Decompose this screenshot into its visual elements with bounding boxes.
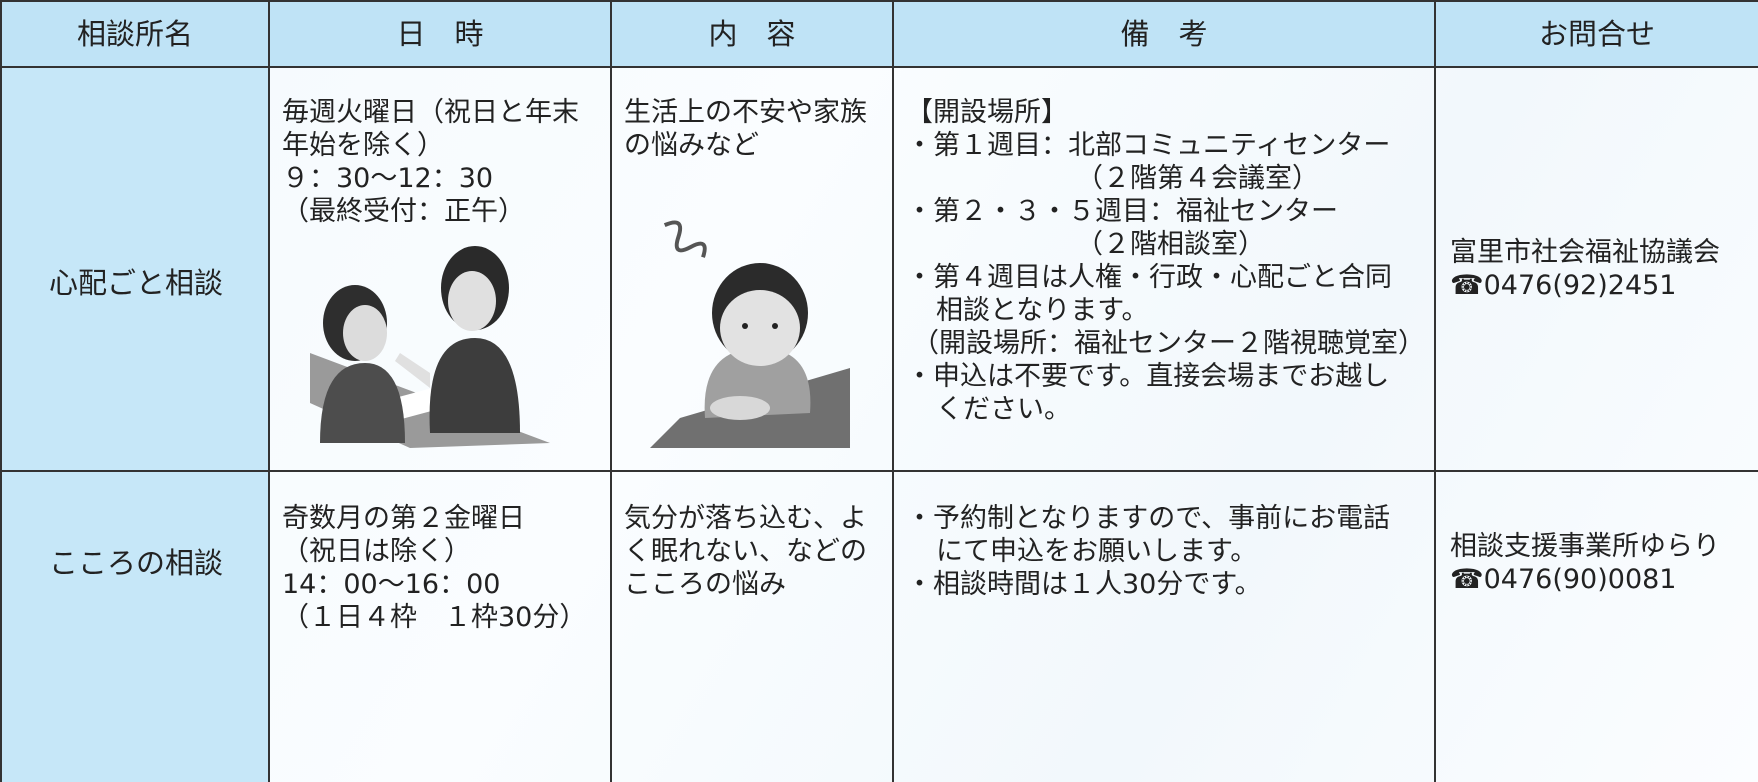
schedule-cell: 奇数月の第２金曜日 （祝日は除く） 14：00〜16：00 （１日４枠 １枠30分） bbox=[270, 472, 612, 782]
remarks-line: ・第４週目は人権・行政・心配ごと合同 bbox=[906, 262, 1392, 293]
contact-line: 相談支援事業所ゆらり bbox=[1450, 531, 1720, 562]
cell-text: 【開設場所】 ・第１週目：北部コミュニティセンター （２階第４会議室） ・第２・３・５… bbox=[906, 96, 1425, 426]
schedule-line: （１日４枠 １枠30分） bbox=[282, 602, 587, 633]
worried-person-illustration bbox=[650, 220, 850, 448]
content-cell: 気分が落ち込む、よ く眠れない、などの こころの悩み bbox=[612, 472, 894, 782]
remarks-line: 【開設場所】 bbox=[906, 97, 1068, 128]
cell-text: こころの相談 bbox=[49, 547, 223, 580]
remarks-line: （２階第４会議室） bbox=[1076, 163, 1319, 194]
remarks-line: （２階相談室） bbox=[1076, 229, 1265, 260]
cell-text: 生活上の不安や家族 の悩みなど bbox=[624, 96, 882, 162]
schedule-line: 奇数月の第２金曜日 bbox=[282, 503, 525, 534]
cell-text: 心配ごと相談 bbox=[48, 265, 223, 300]
name-line: こころの相談 bbox=[48, 546, 223, 580]
remarks-line: 相談となります。 bbox=[936, 295, 1149, 326]
remarks-line: ・第１週目：北部コミュニティセンター bbox=[906, 130, 1391, 161]
content-line: 気分が落ち込む、よ bbox=[624, 503, 867, 534]
remarks-line: ください。 bbox=[936, 394, 1071, 425]
schedule-line: 毎週火曜日（祝日と年末 bbox=[282, 97, 579, 128]
schedule-line: 14：00〜16：00 bbox=[282, 569, 501, 600]
remarks-line: （開設場所：福祉センター２階視聴覚室） bbox=[912, 328, 1425, 359]
content-line: 生活上の不安や家族 bbox=[624, 97, 867, 128]
cell-text: 毎週火曜日（祝日と年末 年始を除く） ９：30〜12：30 （最終受付：正午） bbox=[282, 96, 600, 228]
cell-text: 奇数月の第２金曜日 （祝日は除く） 14：00〜16：00 （１日４枠 １枠30分） bbox=[282, 502, 600, 634]
remarks-cell: 【開設場所】 ・第１週目：北部コミュニティセンター （２階第４会議室） ・第２・３・５… bbox=[894, 68, 1436, 472]
remarks-cell: ・予約制となりますので、事前にお電話 にて申込をお願いします。 ・相談時間は１人30… bbox=[894, 472, 1436, 782]
remarks-line: にて申込をお願いします。 bbox=[936, 536, 1258, 567]
schedule-line: （祝日は除く） bbox=[282, 536, 471, 567]
header-cell: 日 時 bbox=[270, 2, 612, 68]
contact-cell: 相談支援事業所ゆらり ☎0476(90)0081 bbox=[1436, 472, 1758, 782]
remarks-line: ・第２・３・５週目：福祉センター bbox=[906, 196, 1338, 227]
schedule-line: （最終受付：正午） bbox=[282, 196, 525, 227]
remarks-line: ・相談時間は１人30分です。 bbox=[906, 569, 1262, 600]
content-line: の悩みなど bbox=[624, 130, 759, 161]
name-cell: 心配ごと相談 bbox=[2, 68, 270, 472]
header-cell: 備 考 bbox=[894, 2, 1436, 68]
content-line: こころの悩み bbox=[624, 569, 786, 600]
schedule-cell: 毎週火曜日（祝日と年末 年始を除く） ９：30〜12：30 （最終受付：正午） bbox=[270, 68, 612, 472]
remarks-line: ・予約制となりますので、事前にお電話 bbox=[906, 503, 1391, 534]
name-line: 心配ごと相談 bbox=[48, 265, 223, 300]
remarks-line: ・申込は不要です。直接会場までお越し bbox=[906, 361, 1390, 392]
cell-text: 気分が落ち込む、よ く眠れない、などの こころの悩み bbox=[624, 502, 882, 601]
contact-line: 富里市社会福祉協議会 bbox=[1450, 237, 1720, 268]
counseling-illustration bbox=[310, 246, 550, 448]
header-cell: お問合せ bbox=[1436, 2, 1758, 68]
contact-line: ☎0476(90)0081 bbox=[1450, 564, 1677, 595]
contact-line: ☎0476(92)2451 bbox=[1450, 270, 1677, 301]
cell-text: 富里市社会福祉協議会 ☎0476(92)2451 bbox=[1450, 236, 1748, 302]
name-cell: こころの相談 bbox=[2, 472, 270, 782]
header-cell: 内 容 bbox=[612, 2, 894, 68]
header-cell: 相談所名 bbox=[2, 2, 270, 68]
content-cell: 生活上の不安や家族 の悩みなど bbox=[612, 68, 894, 472]
contact-cell: 富里市社会福祉協議会 ☎0476(92)2451 bbox=[1436, 68, 1758, 472]
cell-text: 相談支援事業所ゆらり ☎0476(90)0081 bbox=[1450, 530, 1748, 596]
cell-text: ・予約制となりますので、事前にお電話 にて申込をお願いします。 ・相談時間は１人30… bbox=[906, 502, 1424, 601]
schedule-line: ９：30〜12：30 bbox=[282, 163, 494, 194]
content-line: く眠れない、などの bbox=[624, 536, 867, 567]
schedule-line: 年始を除く） bbox=[282, 130, 444, 161]
